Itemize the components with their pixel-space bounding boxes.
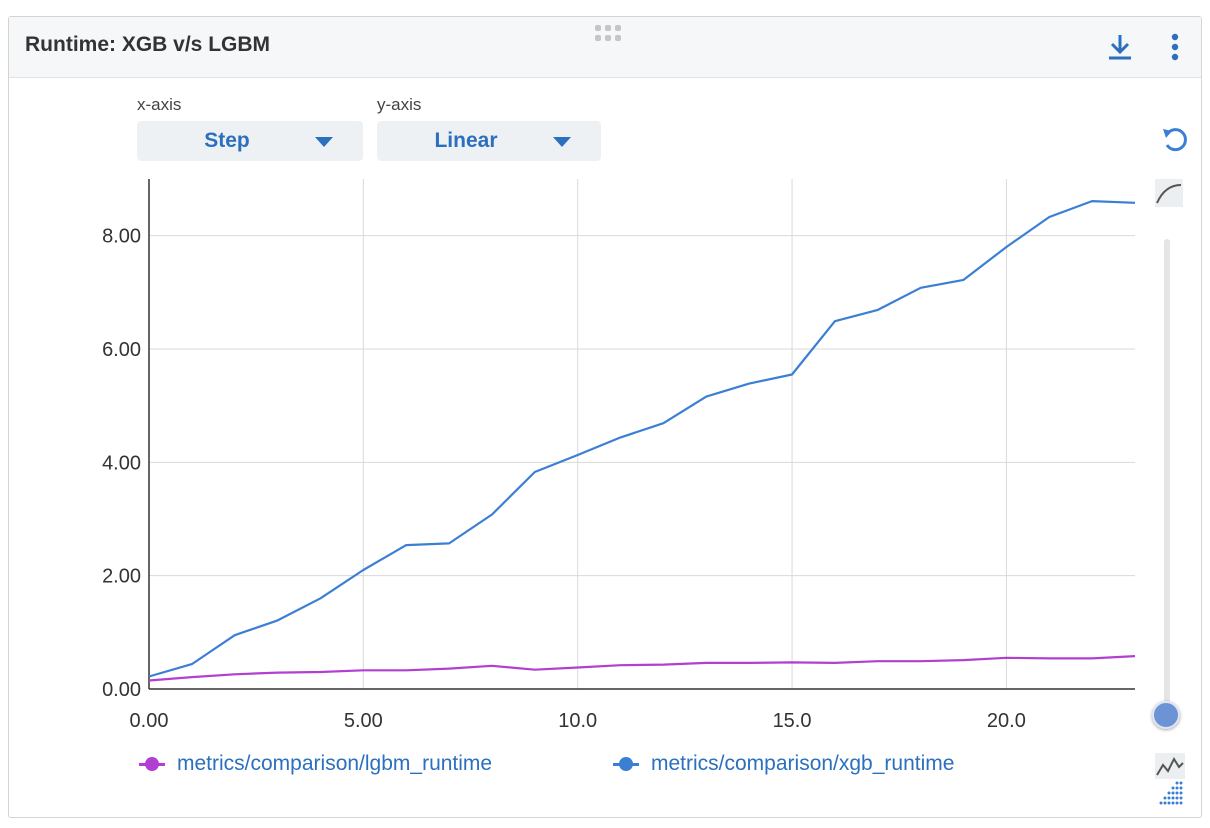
chart-panel: Runtime: XGB v/s LGBM x-axis Step xyxy=(8,16,1202,818)
chevron-down-icon xyxy=(553,137,571,147)
line-chart[interactable]: 0.00 5.00 10.0 15.0 20.0 0.00 2.00 4.00 6.00 8.00 xyxy=(79,169,1139,749)
more-options-button[interactable] xyxy=(1165,31,1185,63)
y-tick-label: 2.00 xyxy=(102,566,141,588)
legend-label-xgb: metrics/comparison/xgb_runtime xyxy=(651,752,955,775)
y-axis-label: y-axis xyxy=(377,95,422,114)
y-axis-control: y-axis Linear xyxy=(377,95,601,161)
download-button[interactable] xyxy=(1105,31,1135,63)
x-tick-label: 10.0 xyxy=(558,710,597,732)
legend-item-lgbm[interactable]: metrics/comparison/lgbm_runtime xyxy=(139,749,492,779)
x-tick-label: 15.0 xyxy=(773,710,812,732)
x-axis-select[interactable]: Step xyxy=(137,121,363,161)
y-axis-select[interactable]: Linear xyxy=(377,121,601,161)
y-tick-label: 6.00 xyxy=(102,339,141,361)
y-tick-label: 4.00 xyxy=(102,452,141,474)
x-tick-label: 5.00 xyxy=(344,710,383,732)
y-axis-value: Linear xyxy=(434,129,498,152)
raw-data-icon xyxy=(1155,753,1185,805)
smoothing-curve-icon xyxy=(1155,179,1183,207)
y-tick-label: 8.00 xyxy=(102,226,141,248)
legend-label-lgbm: metrics/comparison/lgbm_runtime xyxy=(177,752,493,775)
chart-series xyxy=(148,199,1136,682)
raw-data-toggle[interactable] xyxy=(1155,753,1185,805)
legend-item-xgb[interactable]: metrics/comparison/xgb_runtime xyxy=(613,749,954,779)
chevron-down-icon xyxy=(315,137,333,147)
x-axis-control: x-axis Step xyxy=(137,95,363,161)
panel-header: Runtime: XGB v/s LGBM xyxy=(9,17,1201,78)
x-axis-label: x-axis xyxy=(137,95,182,114)
series-line-lgbm[interactable] xyxy=(148,655,1136,682)
x-tick-label: 20.0 xyxy=(987,710,1026,732)
smoothing-slider[interactable] xyxy=(1152,239,1180,729)
legend-swatch-lgbm xyxy=(139,754,165,774)
y-tick-label: 0.00 xyxy=(102,679,141,701)
legend-swatch-xgb xyxy=(613,754,639,774)
reset-zoom-button[interactable] xyxy=(1159,123,1191,155)
panel-title: Runtime: XGB v/s LGBM xyxy=(25,33,271,56)
reset-zoom-icon xyxy=(1163,128,1187,152)
series-line-xgb[interactable] xyxy=(148,199,1136,678)
chart-grid xyxy=(148,179,1135,690)
download-icon xyxy=(1109,35,1131,60)
more-vertical-icon xyxy=(1171,33,1179,61)
x-tick-label: 0.00 xyxy=(130,710,169,732)
chart-ticks: 0.00 5.00 10.0 15.0 20.0 0.00 2.00 4.00 6.00 8.00 xyxy=(102,226,1026,732)
x-axis-value: Step xyxy=(204,129,250,152)
smoothing-toggle[interactable] xyxy=(1155,179,1183,207)
slider-handle[interactable] xyxy=(1152,701,1180,729)
drag-handle-icon[interactable] xyxy=(595,25,621,43)
slider-track xyxy=(1164,239,1170,715)
